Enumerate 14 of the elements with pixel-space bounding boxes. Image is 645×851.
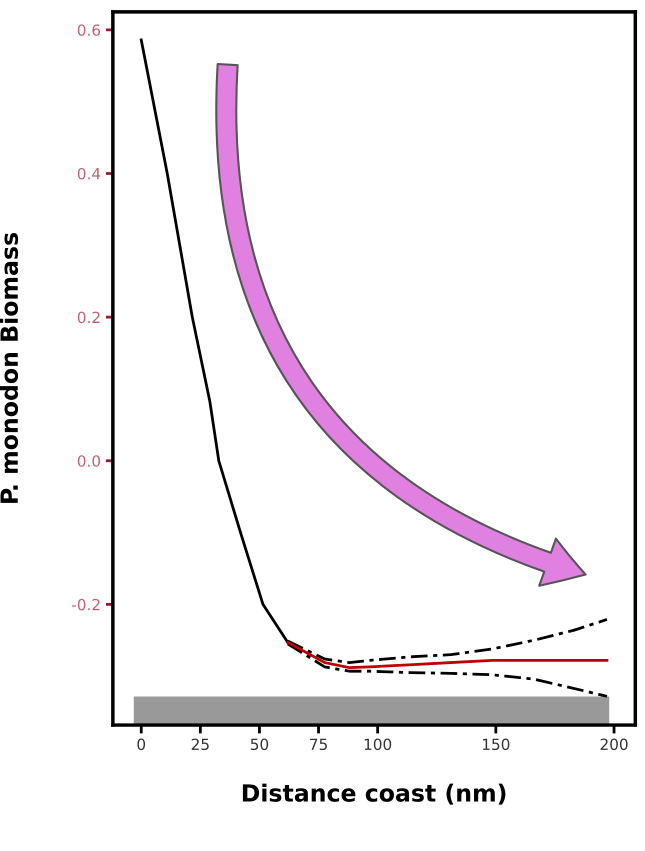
x-tick-label: 150	[482, 738, 510, 750]
x-tick-label: 25	[192, 738, 209, 750]
y-tick-label: 0.2	[78, 312, 100, 324]
x-tick-label: 75	[310, 738, 327, 750]
x-axis-title: Distance coast (nm)	[242, 784, 506, 805]
y-tick-label: 0.4	[78, 168, 100, 180]
y-tick-label: -0.2	[72, 598, 100, 610]
y-tick-label: 0.6	[78, 24, 100, 36]
y-tick-label: 0.0	[78, 455, 100, 467]
x-tick-label: 50	[250, 738, 268, 750]
x-tick-label: 200	[600, 738, 628, 750]
y-axis-title: P. monodon Biomass	[0, 233, 18, 503]
x-tick-label: 0	[137, 738, 146, 750]
x-tick-label: 100	[364, 738, 392, 750]
